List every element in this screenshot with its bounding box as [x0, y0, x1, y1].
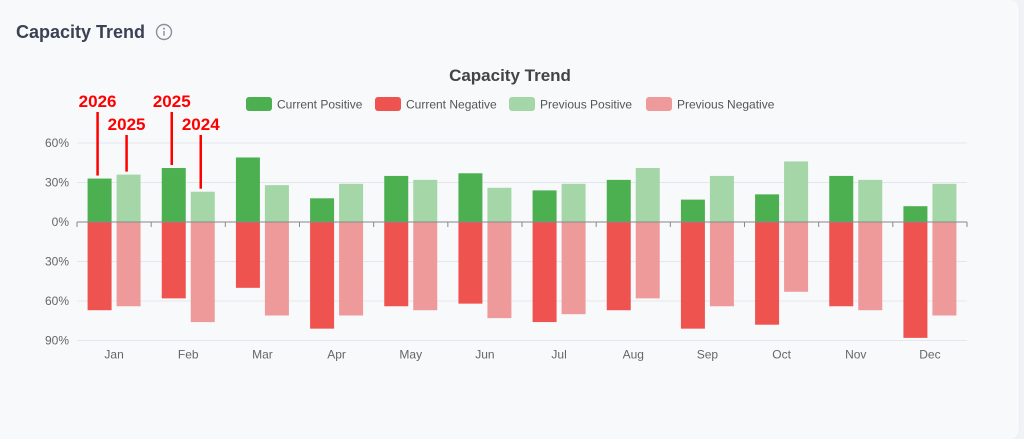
legend: Current Positive Current Negative Previous… — [246, 97, 775, 112]
bar-previous-negative-jul[interactable] — [561, 222, 586, 315]
bar-previous-positive-mar[interactable] — [264, 185, 289, 222]
bars — [87, 157, 957, 338]
bar-current-positive-apr[interactable] — [310, 198, 335, 222]
bar-current-positive-may[interactable] — [384, 175, 409, 222]
bar-current-negative-mar[interactable] — [235, 222, 260, 288]
bar-previous-positive-apr[interactable] — [339, 183, 364, 222]
annotation-2024-feb: 2024 — [182, 115, 220, 189]
legend-swatch — [509, 97, 535, 111]
bar-previous-negative-dec[interactable] — [932, 222, 957, 316]
annotation-2026-jan: 2026 — [79, 92, 117, 176]
bar-current-positive-jun[interactable] — [458, 173, 483, 222]
bar-previous-positive-may[interactable] — [413, 179, 438, 222]
annotation-2025-feb: 2025 — [153, 92, 191, 166]
x-tick-label: Feb — [178, 348, 199, 362]
bar-current-positive-mar[interactable] — [235, 157, 260, 222]
bar-previous-positive-jul[interactable] — [561, 183, 586, 222]
legend-item-current-negative[interactable]: Current Negative — [375, 97, 497, 112]
x-axis: Jan Feb Mar Apr May Jun Jul Aug Sep Oct Nov Dec — [76, 221, 968, 362]
annotation-label: 2026 — [79, 92, 117, 111]
bar-current-negative-feb[interactable] — [161, 222, 186, 299]
bar-current-positive-dec[interactable] — [903, 206, 928, 222]
bar-previous-negative-jan[interactable] — [116, 222, 141, 307]
bar-current-positive-feb[interactable] — [161, 168, 186, 222]
legend-item-current-positive[interactable]: Current Positive — [246, 97, 363, 112]
bar-current-negative-jul[interactable] — [532, 222, 557, 323]
y-tick-label: 30% — [45, 255, 69, 269]
annotation-label: 2025 — [108, 115, 146, 134]
annotation-label: 2024 — [182, 115, 220, 134]
bar-previous-positive-nov[interactable] — [858, 179, 883, 222]
bar-previous-positive-jan[interactable] — [116, 174, 141, 222]
legend-item-previous-positive[interactable]: Previous Positive — [509, 97, 632, 112]
card-title: Capacity Trend — [16, 21, 146, 42]
bar-previous-positive-aug[interactable] — [635, 168, 660, 222]
x-tick-label: Nov — [845, 348, 866, 362]
bar-previous-negative-oct[interactable] — [784, 222, 809, 292]
bar-previous-positive-feb[interactable] — [190, 191, 215, 222]
y-tick-label: 90% — [45, 334, 69, 348]
legend-label: Current Negative — [406, 98, 497, 112]
bar-previous-negative-aug[interactable] — [635, 222, 660, 299]
x-tick-label: Mar — [252, 348, 273, 362]
legend-item-previous-negative[interactable]: Previous Negative — [646, 97, 775, 112]
bar-previous-positive-jun[interactable] — [487, 187, 512, 222]
legend-swatch — [375, 97, 401, 111]
bar-current-positive-nov[interactable] — [829, 175, 854, 222]
bar-current-negative-aug[interactable] — [606, 222, 631, 311]
bar-current-negative-nov[interactable] — [829, 222, 854, 307]
bar-current-negative-dec[interactable] — [903, 222, 928, 338]
bar-current-positive-oct[interactable] — [755, 194, 780, 222]
annotations: 2026 2025 2025 2024 — [79, 92, 220, 189]
x-tick-label: Apr — [327, 348, 346, 362]
x-tick-label: May — [399, 348, 422, 362]
bar-previous-negative-nov[interactable] — [858, 222, 883, 311]
legend-swatch — [246, 97, 272, 111]
bar-current-negative-may[interactable] — [384, 222, 409, 307]
bar-previous-negative-jun[interactable] — [487, 222, 512, 319]
chart-title: Capacity Trend — [449, 66, 571, 85]
bar-previous-negative-apr[interactable] — [339, 222, 364, 316]
legend-label: Current Positive — [277, 98, 363, 112]
bar-current-positive-sep[interactable] — [680, 199, 705, 222]
bar-previous-positive-sep[interactable] — [709, 175, 734, 222]
info-icon[interactable] — [155, 23, 173, 41]
bar-current-positive-jul[interactable] — [532, 190, 557, 222]
x-tick-label: Aug — [623, 348, 644, 362]
annotation-label: 2025 — [153, 92, 191, 111]
x-tick-label: Jul — [551, 348, 566, 362]
bar-current-negative-jun[interactable] — [458, 222, 483, 304]
legend-label: Previous Negative — [677, 98, 775, 112]
x-tick-label: Jun — [475, 348, 494, 362]
y-tick-label: 30% — [45, 176, 69, 190]
bar-current-negative-sep[interactable] — [680, 222, 705, 329]
bar-previous-negative-may[interactable] — [413, 222, 438, 311]
card-header: Capacity Trend — [16, 20, 173, 44]
bar-current-negative-apr[interactable] — [310, 222, 335, 329]
bar-previous-negative-mar[interactable] — [264, 222, 289, 316]
y-tick-label: 60% — [45, 136, 69, 150]
bar-previous-negative-sep[interactable] — [709, 222, 734, 307]
x-tick-label: Oct — [772, 348, 791, 362]
x-tick-label: Sep — [697, 348, 719, 362]
y-tick-label: 60% — [45, 294, 69, 308]
x-tick-label: Jan — [104, 348, 123, 362]
y-axis: 60% 30% 0% 30% 60% 90% — [45, 136, 69, 348]
bar-current-negative-jan[interactable] — [87, 222, 112, 311]
annotation-2025-jan: 2025 — [108, 115, 146, 172]
bar-previous-positive-dec[interactable] — [932, 183, 957, 222]
bar-previous-positive-oct[interactable] — [784, 161, 809, 222]
legend-swatch — [646, 97, 672, 111]
y-tick-label: 0% — [52, 215, 70, 229]
legend-label: Previous Positive — [540, 98, 632, 112]
x-tick-label: Dec — [919, 348, 940, 362]
bar-current-positive-aug[interactable] — [606, 179, 631, 222]
bar-current-positive-jan[interactable] — [87, 178, 112, 222]
bar-current-negative-oct[interactable] — [755, 222, 780, 325]
bar-previous-negative-feb[interactable] — [190, 222, 215, 323]
